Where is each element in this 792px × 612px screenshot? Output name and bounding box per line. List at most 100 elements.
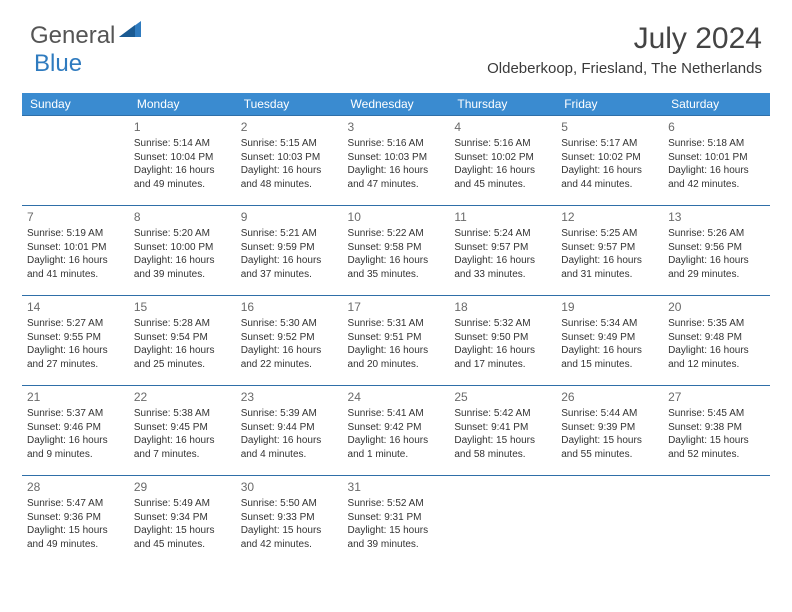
calendar-day-cell: 27Sunrise: 5:45 AMSunset: 9:38 PMDayligh…	[663, 386, 770, 476]
sunset-line: Sunset: 9:44 PM	[241, 421, 338, 435]
daylight-line: Daylight: 16 hours and 25 minutes.	[134, 344, 231, 371]
calendar-day-cell: 21Sunrise: 5:37 AMSunset: 9:46 PMDayligh…	[22, 386, 129, 476]
sunset-line: Sunset: 9:58 PM	[348, 241, 445, 255]
weekday-header: Tuesday	[236, 93, 343, 116]
day-number: 21	[27, 389, 124, 405]
weekday-header: Friday	[556, 93, 663, 116]
calendar-day-cell: 15 Sunrise: 5:28 AMSunset: 9:54 PMDayligh…	[129, 296, 236, 386]
day-number: 28	[27, 479, 124, 495]
sunset-line: Sunset: 10:01 PM	[27, 241, 124, 255]
sunset-line: Sunset: 9:38 PM	[668, 421, 765, 435]
sunrise-line: Sunrise: 5:17 AM	[561, 137, 658, 151]
sunset-line: Sunset: 9:57 PM	[454, 241, 551, 255]
calendar-day-cell	[556, 476, 663, 566]
calendar-week-row: 14Sunrise: 5:27 AMSunset: 9:55 PMDayligh…	[22, 296, 770, 386]
sunrise-line: Sunrise: 5:30 AM	[241, 317, 338, 331]
calendar-day-cell: 8Sunrise: 5:20 AMSunset: 10:00 PMDayligh…	[129, 206, 236, 296]
day-number: 19	[561, 299, 658, 315]
day-number: 2	[241, 119, 338, 135]
sunrise-line: Sunrise: 5:28 AM	[134, 317, 231, 331]
calendar-day-cell: 24Sunrise: 5:41 AMSunset: 9:42 PMDayligh…	[343, 386, 450, 476]
sunset-line: Sunset: 9:46 PM	[27, 421, 124, 435]
calendar-day-cell	[22, 116, 129, 206]
weekday-header: Saturday	[663, 93, 770, 116]
day-number: 26	[561, 389, 658, 405]
calendar-day-cell: 31Sunrise: 5:52 AMSunset: 9:31 PMDayligh…	[343, 476, 450, 566]
day-number: 20	[668, 299, 765, 315]
day-number: 8	[134, 209, 231, 225]
sunrise-line: Sunrise: 5:38 AM	[134, 407, 231, 421]
weekday-header: Sunday	[22, 93, 129, 116]
sunset-line: Sunset: 10:03 PM	[348, 151, 445, 165]
sunrise-line: Sunrise: 5:52 AM	[348, 497, 445, 511]
sunset-line: Sunset: 9:54 PM	[134, 331, 231, 345]
calendar-day-cell: 22Sunrise: 5:38 AMSunset: 9:45 PMDayligh…	[129, 386, 236, 476]
daylight-line: Daylight: 16 hours and 44 minutes.	[561, 164, 658, 191]
calendar-body: 1Sunrise: 5:14 AMSunset: 10:04 PMDayligh…	[22, 116, 770, 566]
sunrise-line: Sunrise: 5:19 AM	[27, 227, 124, 241]
calendar-day-cell: 30Sunrise: 5:50 AMSunset: 9:33 PMDayligh…	[236, 476, 343, 566]
sunrise-line: Sunrise: 5:22 AM	[348, 227, 445, 241]
day-number: 29	[134, 479, 231, 495]
daylight-line: Daylight: 16 hours and 1 minute.	[348, 434, 445, 461]
sunrise-line: Sunrise: 5:45 AM	[668, 407, 765, 421]
daylight-line: Daylight: 16 hours and 45 minutes.	[454, 164, 551, 191]
daylight-line: Daylight: 16 hours and 20 minutes.	[348, 344, 445, 371]
logo-triangle-icon	[119, 21, 141, 37]
day-number: 18	[454, 299, 551, 315]
day-number: 9	[241, 209, 338, 225]
calendar-day-cell: 2Sunrise: 5:15 AMSunset: 10:03 PMDayligh…	[236, 116, 343, 206]
calendar-day-cell: 28Sunrise: 5:47 AMSunset: 9:36 PMDayligh…	[22, 476, 129, 566]
daylight-line: Daylight: 16 hours and 7 minutes.	[134, 434, 231, 461]
title-block: July 2024 Oldeberkoop, Friesland, The Ne…	[487, 22, 762, 77]
calendar-day-cell: 16Sunrise: 5:30 AMSunset: 9:52 PMDayligh…	[236, 296, 343, 386]
calendar-day-cell: 20Sunrise: 5:35 AMSunset: 9:48 PMDayligh…	[663, 296, 770, 386]
day-number: 1	[134, 119, 231, 135]
logo-text-blue: Blue	[34, 50, 82, 78]
day-number: 7	[27, 209, 124, 225]
sunset-line: Sunset: 10:02 PM	[454, 151, 551, 165]
logo-text-general: General	[30, 22, 115, 50]
month-title: July 2024	[487, 22, 762, 56]
daylight-line: Daylight: 16 hours and 31 minutes.	[561, 254, 658, 281]
daylight-line: Daylight: 15 hours and 55 minutes.	[561, 434, 658, 461]
daylight-line: Daylight: 15 hours and 49 minutes.	[27, 524, 124, 551]
sunset-line: Sunset: 10:04 PM	[134, 151, 231, 165]
sunset-line: Sunset: 9:57 PM	[561, 241, 658, 255]
sunset-line: Sunset: 9:36 PM	[27, 511, 124, 525]
calendar-day-cell: 3Sunrise: 5:16 AMSunset: 10:03 PMDayligh…	[343, 116, 450, 206]
calendar-day-cell: 9Sunrise: 5:21 AMSunset: 9:59 PMDaylight…	[236, 206, 343, 296]
location: Oldeberkoop, Friesland, The Netherlands	[487, 60, 762, 77]
sunrise-line: Sunrise: 5:16 AM	[348, 137, 445, 151]
daylight-line: Daylight: 16 hours and 29 minutes.	[668, 254, 765, 281]
sunset-line: Sunset: 9:39 PM	[561, 421, 658, 435]
sunset-line: Sunset: 10:03 PM	[241, 151, 338, 165]
sunrise-line: Sunrise: 5:16 AM	[454, 137, 551, 151]
day-number: 14	[27, 299, 124, 315]
daylight-line: Daylight: 16 hours and 47 minutes.	[348, 164, 445, 191]
daylight-line: Daylight: 16 hours and 48 minutes.	[241, 164, 338, 191]
daylight-line: Daylight: 15 hours and 52 minutes.	[668, 434, 765, 461]
calendar-day-cell: 5Sunrise: 5:17 AMSunset: 10:02 PMDayligh…	[556, 116, 663, 206]
calendar-week-row: 1Sunrise: 5:14 AMSunset: 10:04 PMDayligh…	[22, 116, 770, 206]
calendar-day-cell: 1Sunrise: 5:14 AMSunset: 10:04 PMDayligh…	[129, 116, 236, 206]
sunset-line: Sunset: 9:31 PM	[348, 511, 445, 525]
daylight-line: Daylight: 16 hours and 42 minutes.	[668, 164, 765, 191]
day-number: 11	[454, 209, 551, 225]
sunset-line: Sunset: 10:00 PM	[134, 241, 231, 255]
sunrise-line: Sunrise: 5:49 AM	[134, 497, 231, 511]
sunset-line: Sunset: 9:48 PM	[668, 331, 765, 345]
calendar-day-cell: 7Sunrise: 5:19 AMSunset: 10:01 PMDayligh…	[22, 206, 129, 296]
calendar-day-cell: 19Sunrise: 5:34 AMSunset: 9:49 PMDayligh…	[556, 296, 663, 386]
daylight-line: Daylight: 16 hours and 49 minutes.	[134, 164, 231, 191]
calendar-day-cell	[663, 476, 770, 566]
sunrise-line: Sunrise: 5:42 AM	[454, 407, 551, 421]
day-number: 6	[668, 119, 765, 135]
day-number: 23	[241, 389, 338, 405]
day-number: 12	[561, 209, 658, 225]
day-number: 15	[134, 299, 231, 315]
daylight-line: Daylight: 16 hours and 15 minutes.	[561, 344, 658, 371]
calendar-week-row: 28Sunrise: 5:47 AMSunset: 9:36 PMDayligh…	[22, 476, 770, 566]
calendar-day-cell: 4Sunrise: 5:16 AMSunset: 10:02 PMDayligh…	[449, 116, 556, 206]
daylight-line: Daylight: 16 hours and 37 minutes.	[241, 254, 338, 281]
